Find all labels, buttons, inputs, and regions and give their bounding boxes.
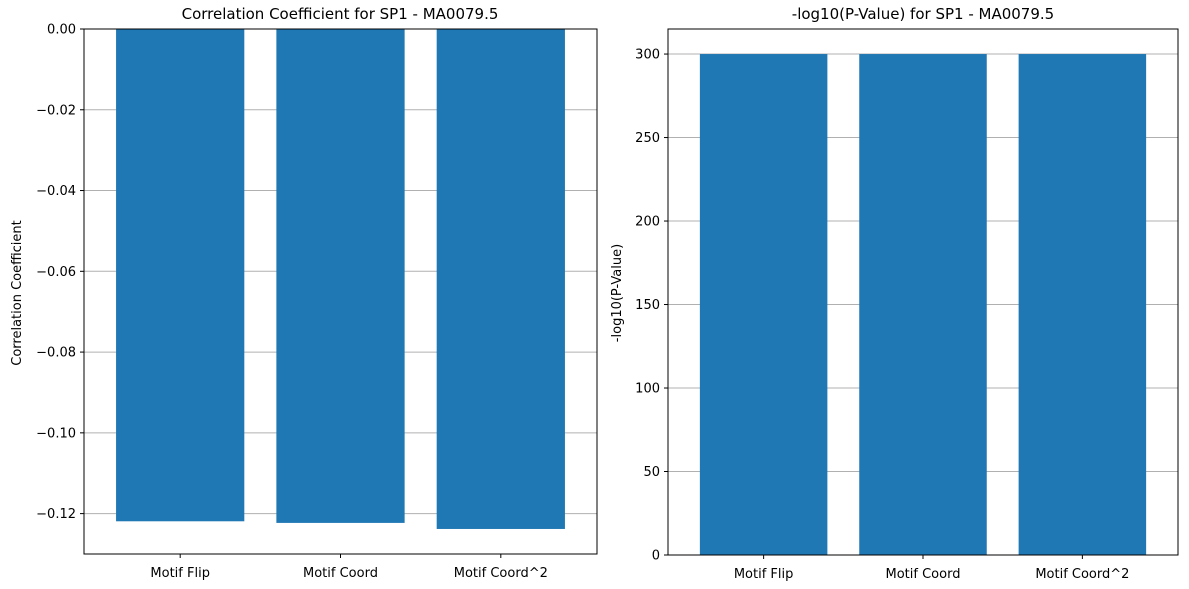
y-tick-label: 0.00 (47, 23, 76, 38)
y-tick-label: −0.06 (36, 265, 76, 280)
pvalue-chart-panel: -log10(P-Value) for SP1 - MA0079.5 -log1… (610, 5, 1179, 582)
y-axis-label: Correlation Coefficient (10, 220, 25, 366)
x-tick-label: Motif Flip (734, 567, 794, 582)
x-tick-label: Motif Coord (886, 567, 961, 582)
y-tick-label: 100 (635, 382, 660, 397)
x-tick-label: Motif Coord^2 (454, 566, 548, 581)
y-tick-label: −0.12 (36, 507, 76, 522)
bar (699, 54, 828, 556)
x-tick-label: Motif Coord^2 (1035, 567, 1129, 582)
y-tick-label: 150 (635, 298, 660, 313)
y-tick-label: −0.04 (36, 184, 76, 199)
bar (859, 54, 987, 556)
y-ticks: 0 50 100 150 200 250 300 (635, 48, 668, 564)
y-tick-label: −0.08 (36, 346, 76, 361)
y-tick-label: 200 (635, 215, 660, 230)
y-tick-label: 250 (635, 131, 660, 146)
bar (1018, 54, 1147, 556)
y-tick-label: 50 (643, 465, 660, 480)
chart-title: -log10(P-Value) for SP1 - MA0079.5 (792, 5, 1054, 23)
y-tick-label: 0 (652, 549, 660, 564)
y-ticks: 0.00 −0.02 −0.04 −0.06 −0.08 −0.10 −0.12 (36, 23, 84, 522)
x-tick-label: Motif Flip (150, 566, 210, 581)
x-ticks: Motif Flip Motif Coord Motif Coord^2 (150, 554, 548, 581)
bars (699, 54, 1147, 556)
bar (116, 29, 245, 522)
bar (276, 29, 405, 523)
x-ticks: Motif Flip Motif Coord Motif Coord^2 (734, 555, 1129, 582)
bars (116, 29, 565, 529)
x-tick-label: Motif Coord (303, 566, 378, 581)
bar (436, 29, 565, 529)
y-tick-label: −0.02 (36, 103, 76, 118)
y-axis-label: -log10(P-Value) (610, 244, 625, 342)
chart-title: Correlation Coefficient for SP1 - MA0079… (182, 5, 499, 23)
y-tick-label: −0.10 (36, 426, 76, 441)
y-tick-label: 300 (635, 48, 660, 63)
correlation-chart-panel: Correlation Coefficient for SP1 - MA0079… (10, 5, 598, 581)
